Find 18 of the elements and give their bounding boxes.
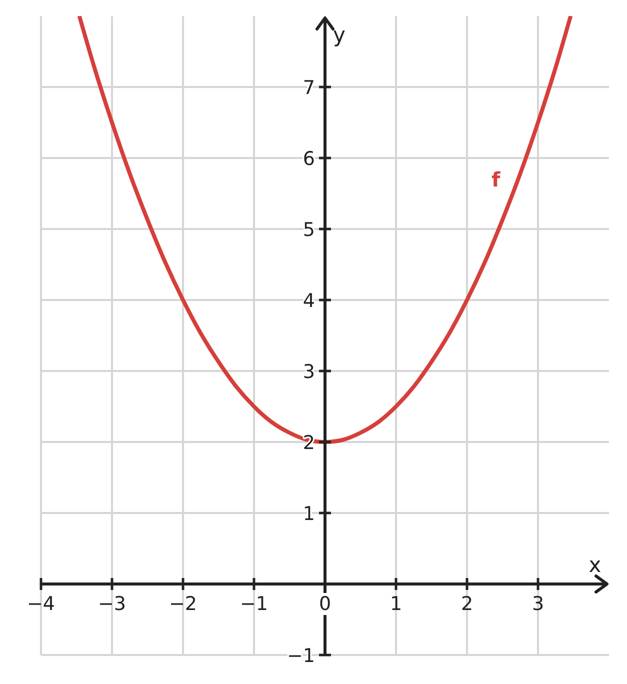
y-axis-title: y [333, 23, 346, 47]
x-tick-label: −3 [98, 593, 126, 615]
x-axis-title: x [588, 553, 602, 577]
x-tick-label: −4 [26, 593, 56, 615]
series-label: f [492, 168, 501, 192]
x-tick-label: 3 [532, 593, 544, 615]
x-tick-label: 0 [318, 593, 332, 615]
x-tick-label: 2 [460, 593, 474, 615]
y-tick-label: 6 [302, 148, 315, 170]
y-tick-label: 1 [302, 503, 315, 525]
y-tick-label: 7 [302, 77, 315, 99]
y-tick-label: 3 [302, 361, 315, 383]
y-tick-label: 5 [302, 219, 315, 241]
x-tick-label: −2 [168, 593, 198, 615]
y-tick-label: −1 [286, 645, 315, 667]
y-tick-label: 4 [302, 290, 315, 312]
x-tick-label: 1 [390, 593, 402, 615]
x-tick-label: −1 [240, 593, 268, 615]
